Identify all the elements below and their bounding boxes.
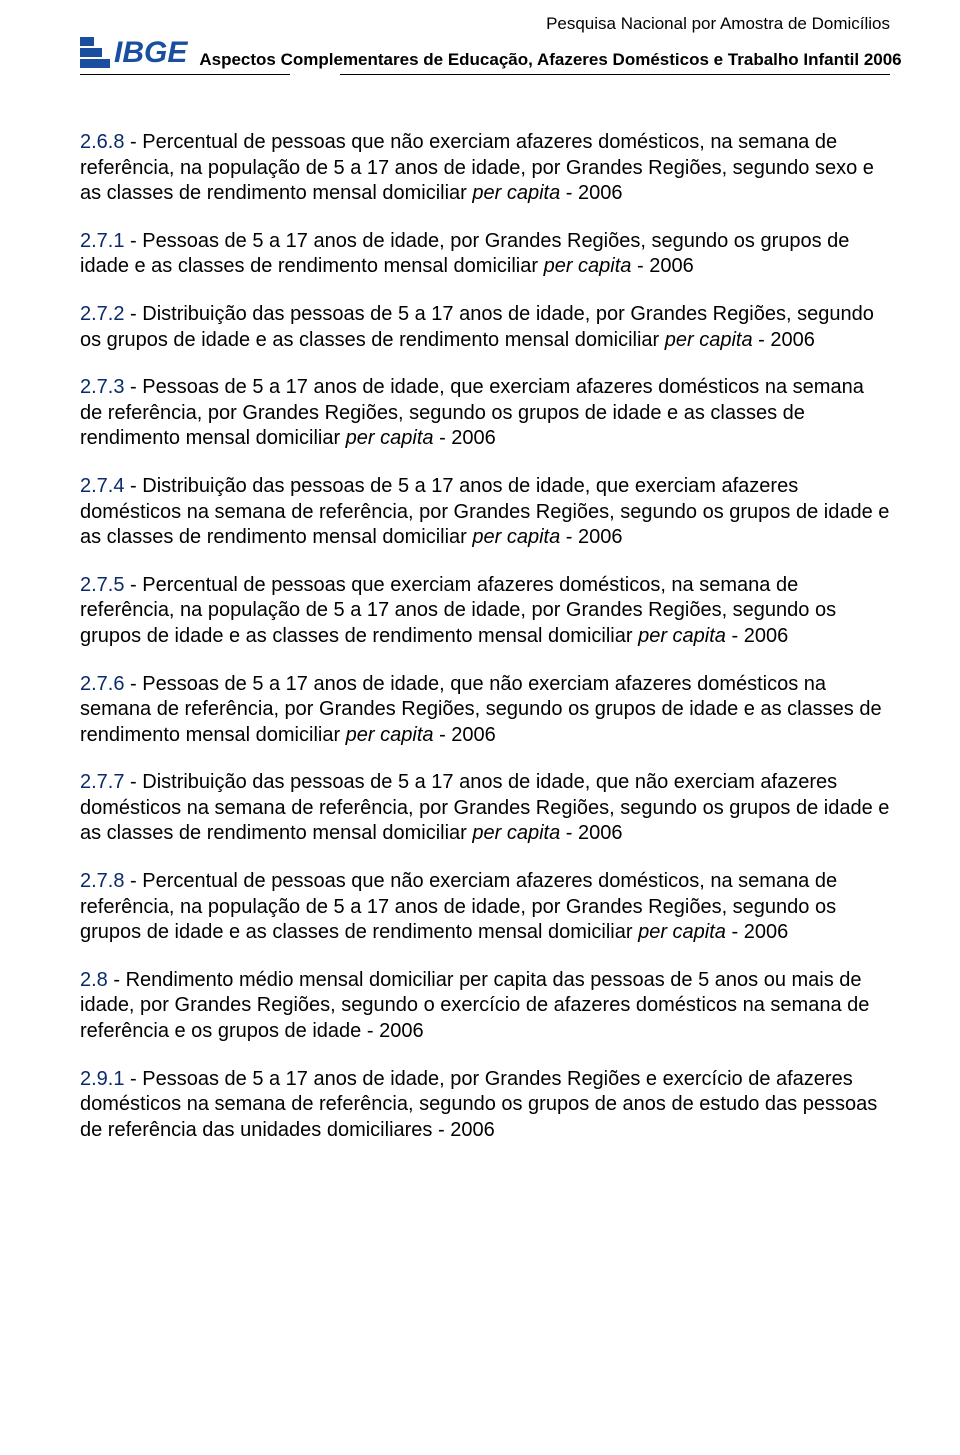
entry-text-post: - 2006: [726, 625, 788, 647]
toc-entry: 2.7.1 - Pessoas de 5 a 17 anos de idade,…: [80, 229, 890, 280]
toc-entry: 2.9.1 - Pessoas de 5 a 17 anos de idade,…: [80, 1067, 890, 1144]
logo-bar: [80, 37, 94, 46]
entry-italic: per capita: [544, 255, 632, 277]
toc-entry: 2.6.8 - Percentual de pessoas que não ex…: [80, 130, 890, 207]
entry-number: 2.9.1: [80, 1068, 124, 1090]
logo-bar: [80, 59, 110, 68]
entry-number: 2.7.5: [80, 574, 124, 596]
entry-number: 2.7.3: [80, 376, 124, 398]
toc-entry: 2.7.8 - Percentual de pessoas que não ex…: [80, 869, 890, 946]
entry-text-post: - 2006: [434, 427, 496, 449]
entry-italic: per capita: [472, 822, 560, 844]
logo-text: IBGE: [114, 36, 187, 70]
toc-entry: 2.7.3 - Pessoas de 5 a 17 anos de idade,…: [80, 375, 890, 452]
entry-number: 2.7.8: [80, 870, 124, 892]
entry-text: - Rendimento médio mensal domiciliar per…: [80, 969, 869, 1042]
page-header: Pesquisa Nacional por Amostra de Domicíl…: [80, 0, 890, 75]
header-rule-left: [80, 74, 290, 75]
toc-entry: 2.7.4 - Distribuição das pessoas de 5 a …: [80, 474, 890, 551]
entry-italic: per capita: [472, 182, 560, 204]
entry-italic: per capita: [346, 724, 434, 746]
toc-entry: 2.7.7 - Distribuição das pessoas de 5 a …: [80, 770, 890, 847]
entry-number: 2.7.1: [80, 230, 124, 252]
entry-text-post: - 2006: [560, 526, 622, 548]
entry-italic: per capita: [346, 427, 434, 449]
header-rule-right: [340, 74, 890, 75]
entry-italic: per capita: [472, 526, 560, 548]
entry-text-post: - 2006: [560, 182, 622, 204]
toc-entry: 2.8 - Rendimento médio mensal domiciliar…: [80, 968, 890, 1045]
toc-entry: 2.7.2 - Distribuição das pessoas de 5 a …: [80, 302, 890, 353]
toc-entry: 2.7.6 - Pessoas de 5 a 17 anos de idade,…: [80, 672, 890, 749]
entry-text-post: - 2006: [726, 921, 788, 943]
entry-number: 2.6.8: [80, 131, 124, 153]
entry-number: 2.7.7: [80, 771, 124, 793]
entry-number: 2.7.4: [80, 475, 124, 497]
toc-list: 2.6.8 - Percentual de pessoas que não ex…: [80, 130, 890, 1143]
header-rules: [80, 72, 890, 75]
entry-italic: per capita: [638, 625, 726, 647]
entry-text-post: - 2006: [434, 724, 496, 746]
logo-bar: [80, 48, 102, 57]
logo-bars-icon: [80, 37, 110, 70]
header-row: IBGE Aspectos Complementares de Educação…: [80, 36, 890, 70]
entry-text: - Pessoas de 5 a 17 anos de idade, por G…: [80, 1068, 877, 1141]
entry-text-post: - 2006: [753, 329, 815, 351]
document-page: Pesquisa Nacional por Amostra de Domicíl…: [0, 0, 960, 1455]
entry-italic: per capita: [665, 329, 753, 351]
entry-text-post: - 2006: [560, 822, 622, 844]
toc-entry: 2.7.5 - Percentual de pessoas que exerci…: [80, 573, 890, 650]
entry-number: 2.7.6: [80, 673, 124, 695]
entry-number: 2.8: [80, 969, 108, 991]
entry-text: - Pessoas de 5 a 17 anos de idade, por G…: [80, 230, 849, 278]
entry-text-post: - 2006: [631, 255, 693, 277]
entry-number: 2.7.2: [80, 303, 124, 325]
header-survey-title: Pesquisa Nacional por Amostra de Domicíl…: [80, 14, 890, 34]
ibge-logo: IBGE: [80, 36, 187, 70]
header-subtitle: Aspectos Complementares de Educação, Afa…: [187, 50, 901, 70]
entry-italic: per capita: [638, 921, 726, 943]
